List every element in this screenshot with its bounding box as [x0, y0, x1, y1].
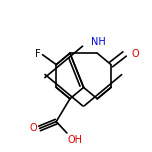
Text: O: O: [131, 49, 139, 59]
Text: OH: OH: [68, 135, 83, 145]
Text: F: F: [35, 49, 41, 59]
Text: O: O: [30, 123, 37, 133]
Text: NH: NH: [91, 37, 105, 47]
